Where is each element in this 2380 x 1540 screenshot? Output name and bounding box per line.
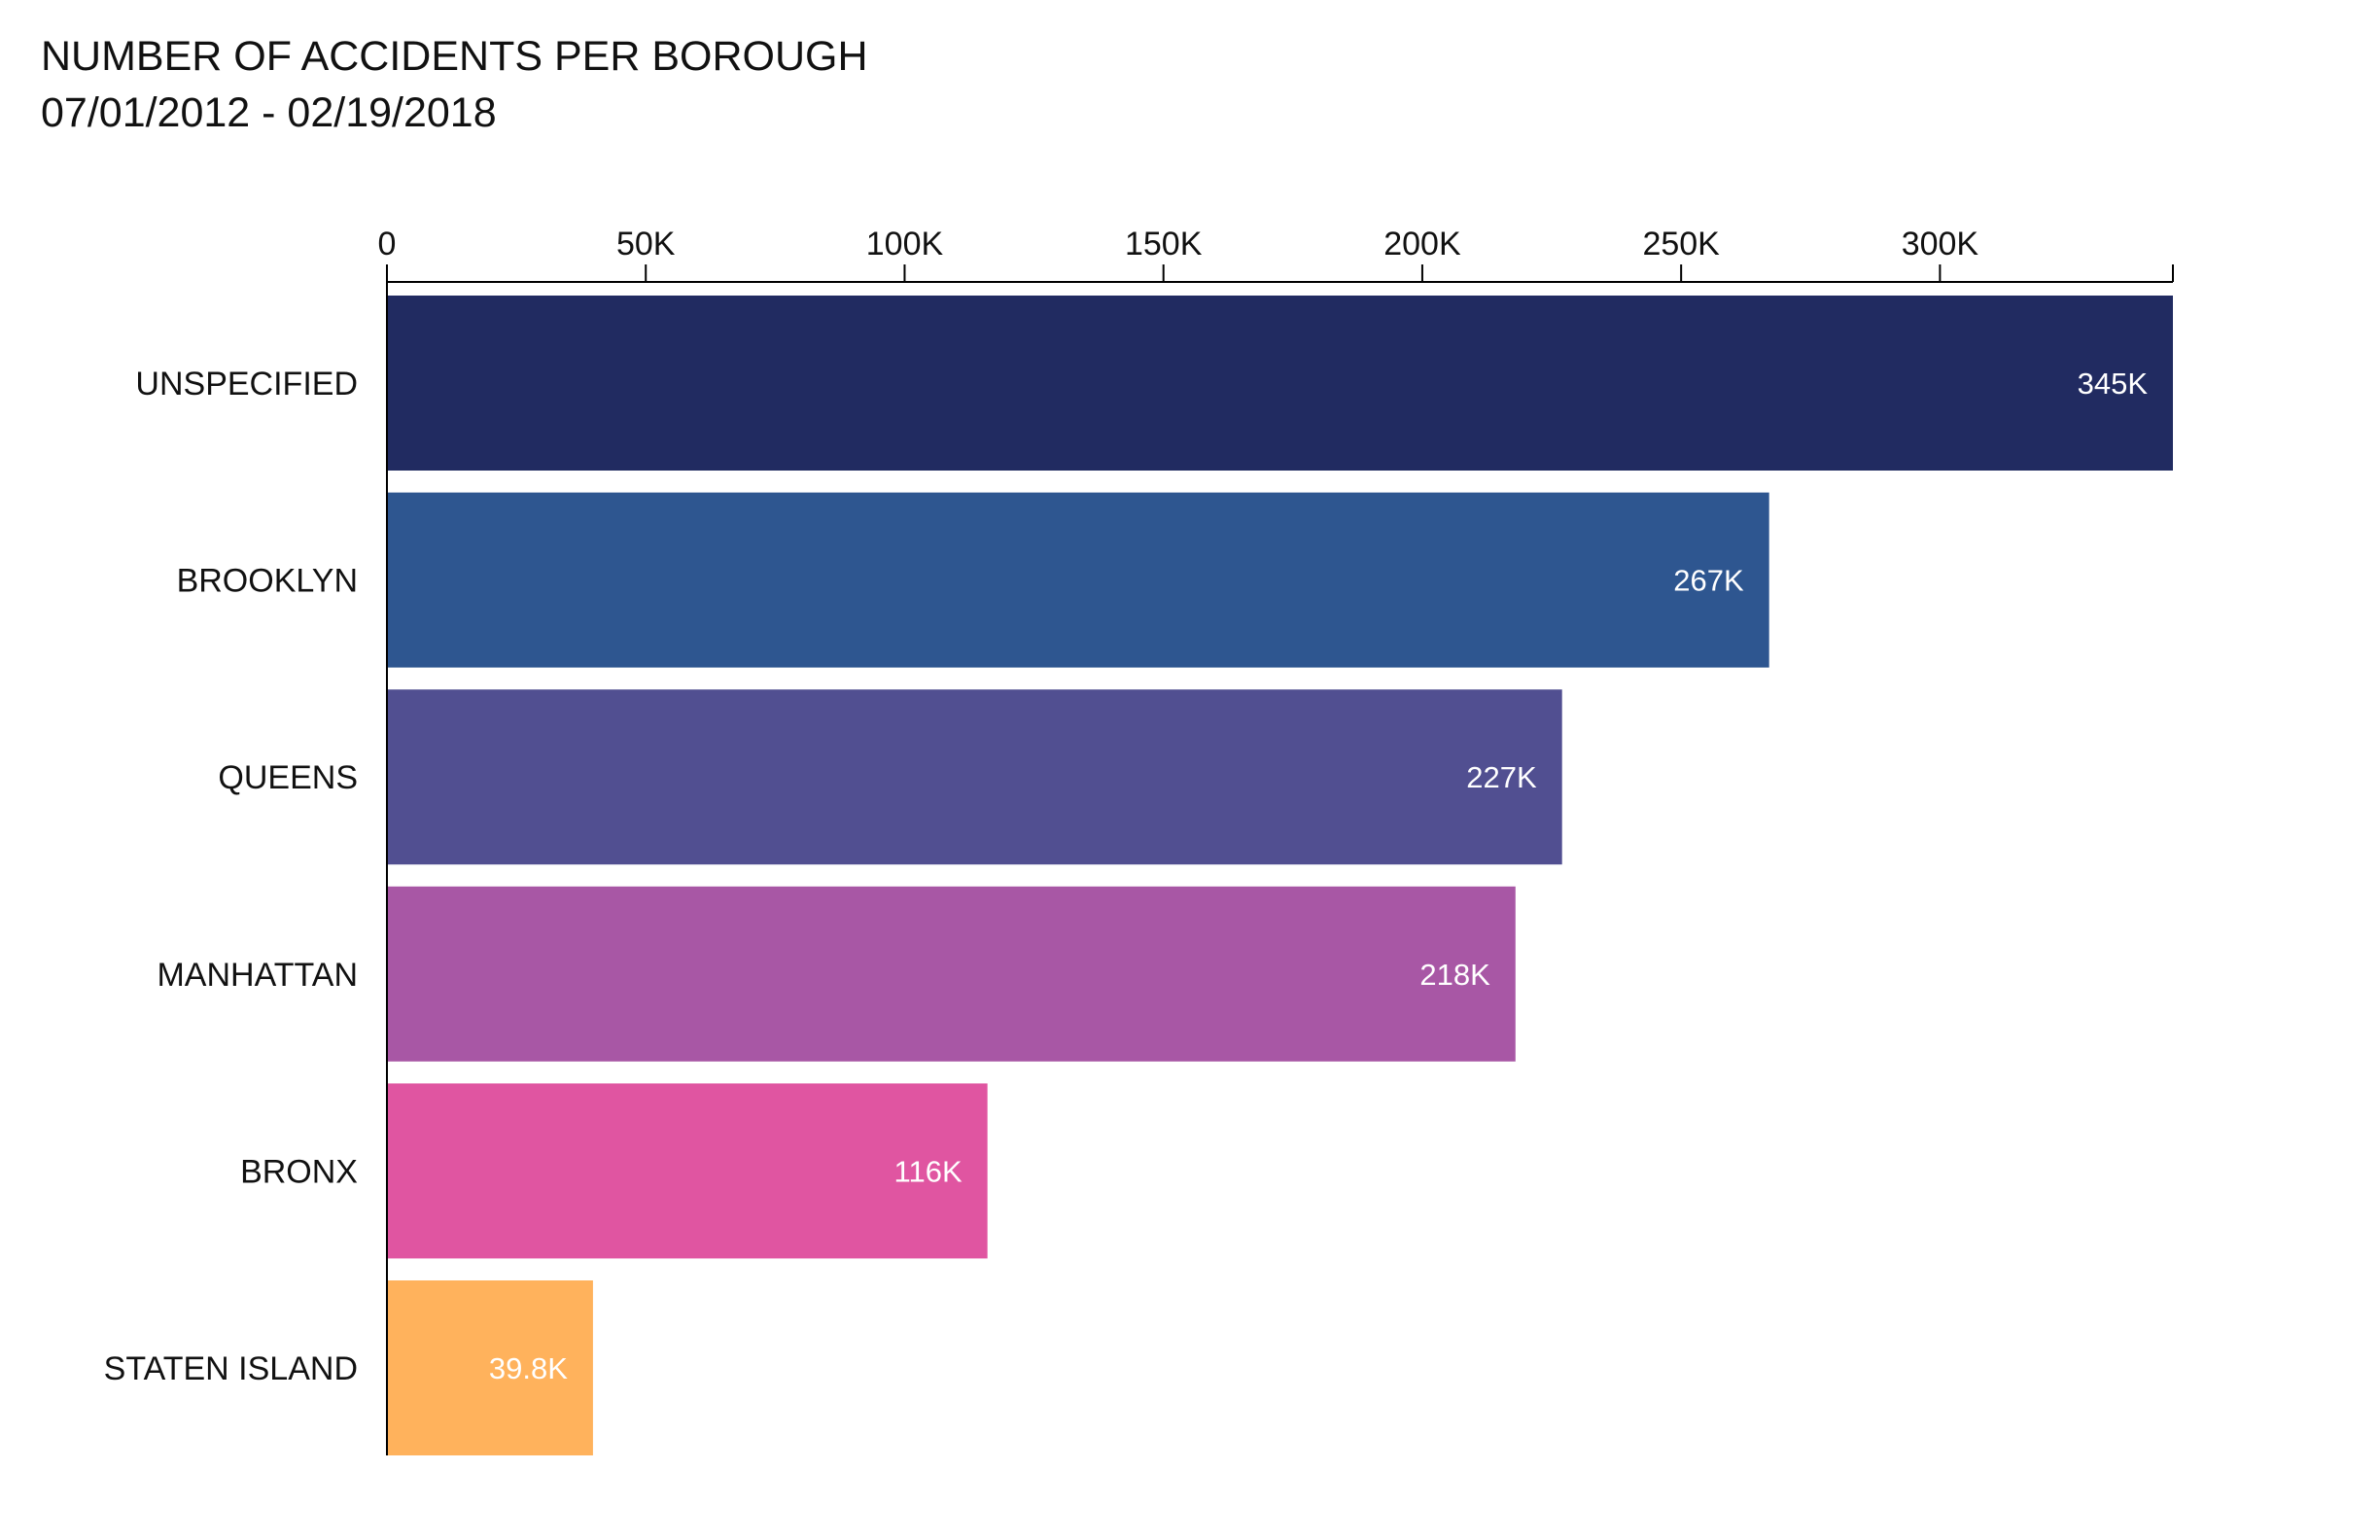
x-tick-label: 100K: [866, 226, 944, 262]
category-label: STATEN ISLAND: [104, 1350, 358, 1387]
bars: 345K 267K 227K 218K 116K 39.8K: [387, 296, 2173, 1455]
bar: [387, 492, 1769, 668]
category-label: BRONX: [240, 1153, 358, 1190]
x-tick-label: 200K: [1383, 226, 1461, 262]
y-axis: UNSPECIFIED BROOKLYN QUEENS MANHATTAN BRONX S…: [104, 282, 388, 1455]
x-tick-label: 250K: [1642, 226, 1720, 262]
x-tick-label: 300K: [1902, 226, 1979, 262]
data-label: 267K: [1673, 564, 1744, 598]
data-label: 227K: [1466, 760, 1537, 794]
category-label: QUEENS: [218, 759, 358, 796]
data-label: 218K: [1419, 958, 1490, 992]
bar: [387, 886, 1516, 1062]
data-label: 345K: [2078, 367, 2149, 401]
category-label: MANHATTAN: [157, 957, 358, 994]
bar: [387, 689, 1562, 865]
chart-subtitle: 07/01/2012 - 02/19/2018: [41, 89, 497, 136]
x-axis: 0 50K 100K 150K 200K 250K 300K: [378, 226, 2174, 283]
bar: [387, 296, 2173, 471]
category-label: BROOKLYN: [177, 563, 358, 600]
data-label: 116K: [894, 1154, 962, 1188]
x-tick-label: 50K: [616, 226, 676, 262]
chart-title: NUMBER OF ACCIDENTS PER BOROUGH: [41, 33, 868, 80]
category-label: UNSPECIFIED: [135, 366, 358, 402]
bar: [387, 1280, 593, 1455]
x-tick-label: 0: [378, 226, 397, 262]
data-label: 39.8K: [489, 1351, 568, 1385]
bar: [387, 1083, 988, 1259]
x-tick-label: 150K: [1125, 226, 1203, 262]
